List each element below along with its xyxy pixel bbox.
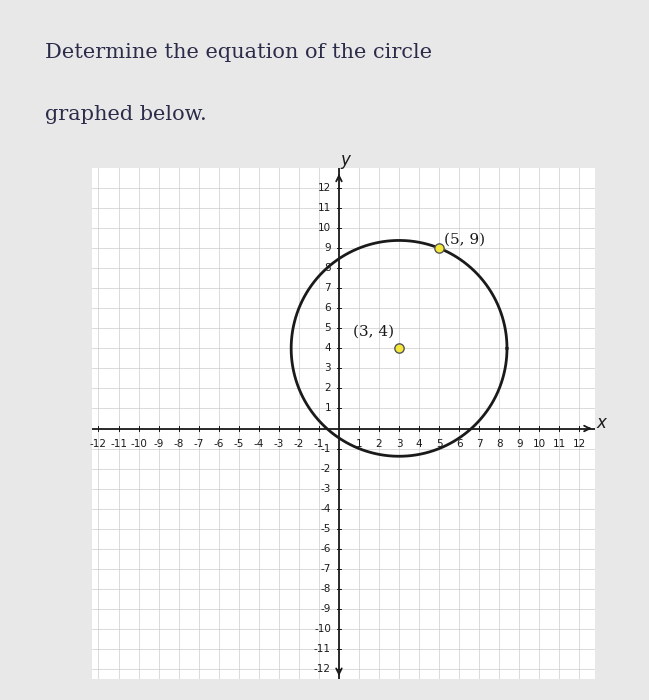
Text: 2: 2	[376, 438, 382, 449]
Text: 10: 10	[318, 223, 331, 233]
Text: 4: 4	[324, 344, 331, 354]
Text: (3, 4): (3, 4)	[353, 324, 394, 338]
Text: 12: 12	[318, 183, 331, 193]
Text: 5: 5	[324, 323, 331, 333]
Text: 3: 3	[396, 438, 402, 449]
Text: 6: 6	[324, 303, 331, 314]
Text: -9: -9	[321, 604, 331, 614]
Text: -11: -11	[314, 644, 331, 654]
Text: 12: 12	[573, 438, 586, 449]
Text: 11: 11	[318, 203, 331, 213]
Text: 2: 2	[324, 384, 331, 393]
Text: -6: -6	[214, 438, 224, 449]
Point	[394, 343, 404, 354]
Text: -4: -4	[254, 438, 264, 449]
Text: 9: 9	[324, 243, 331, 253]
Text: -5: -5	[234, 438, 244, 449]
Text: -7: -7	[193, 438, 204, 449]
Text: y: y	[340, 151, 350, 169]
Text: 10: 10	[533, 438, 546, 449]
Text: -2: -2	[321, 463, 331, 474]
Text: 1: 1	[356, 438, 362, 449]
Text: graphed below.: graphed below.	[45, 105, 207, 124]
Text: -10: -10	[314, 624, 331, 634]
Text: 8: 8	[324, 263, 331, 273]
Text: 1: 1	[324, 403, 331, 414]
Text: -8: -8	[321, 584, 331, 594]
Text: 8: 8	[496, 438, 502, 449]
Text: Determine the equation of the circle: Determine the equation of the circle	[45, 43, 432, 62]
Text: -3: -3	[274, 438, 284, 449]
Text: -12: -12	[314, 664, 331, 674]
Text: -1: -1	[313, 438, 324, 449]
Text: 9: 9	[516, 438, 522, 449]
Text: 3: 3	[324, 363, 331, 373]
Text: -6: -6	[321, 544, 331, 554]
Text: -4: -4	[321, 504, 331, 514]
Text: -12: -12	[90, 438, 107, 449]
Point	[434, 243, 445, 254]
Text: -8: -8	[173, 438, 184, 449]
Text: 11: 11	[553, 438, 566, 449]
Text: -11: -11	[110, 438, 127, 449]
Text: -3: -3	[321, 484, 331, 494]
Text: -9: -9	[153, 438, 164, 449]
Text: 7: 7	[476, 438, 483, 449]
Text: -10: -10	[130, 438, 147, 449]
Text: 6: 6	[456, 438, 463, 449]
Text: -7: -7	[321, 564, 331, 574]
Text: 4: 4	[416, 438, 422, 449]
Text: x: x	[596, 414, 606, 433]
Text: -2: -2	[294, 438, 304, 449]
Text: 5: 5	[436, 438, 443, 449]
Text: -5: -5	[321, 524, 331, 533]
Text: -1: -1	[321, 444, 331, 454]
Text: (5, 9): (5, 9)	[444, 233, 485, 247]
Text: 7: 7	[324, 284, 331, 293]
